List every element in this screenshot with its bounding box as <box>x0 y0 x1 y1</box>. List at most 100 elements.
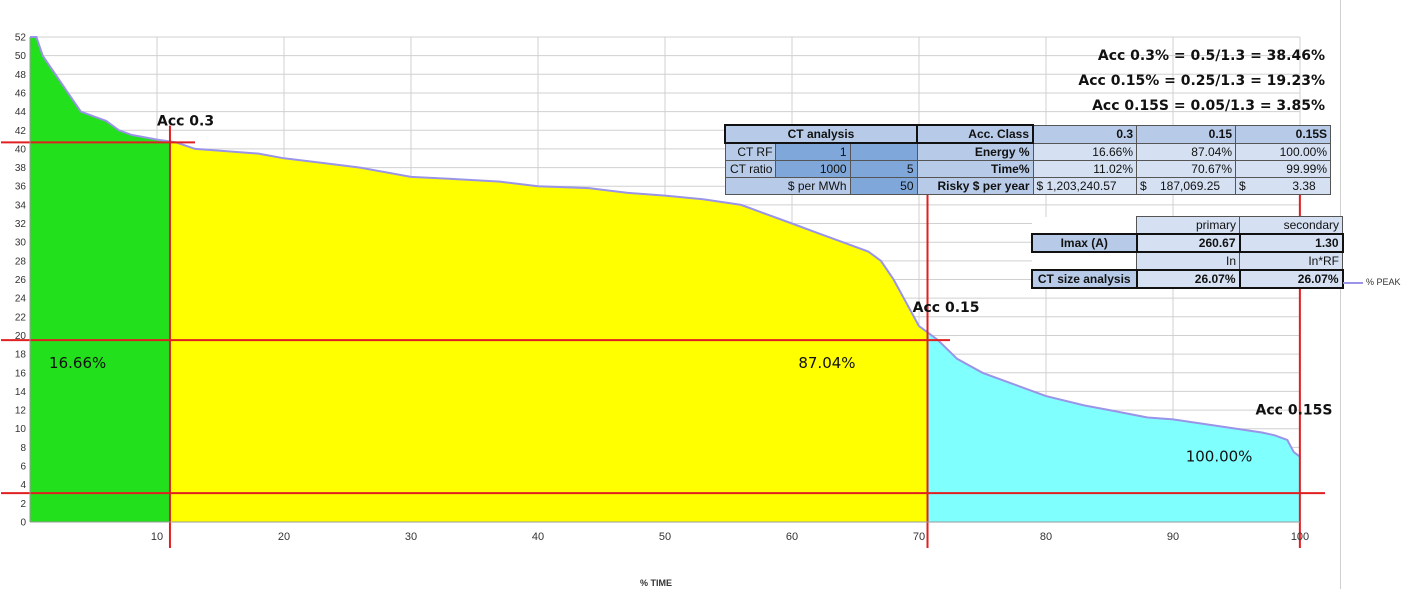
energy-label: Energy % <box>916 142 1034 161</box>
energy-0-15: 87.04% <box>1136 142 1236 161</box>
ct-size-secondary: 26.07% <box>1238 269 1344 289</box>
energy-label: 87.04% <box>798 354 855 372</box>
x-tick-label: 40 <box>532 531 544 543</box>
x-tick-label: 30 <box>405 531 417 543</box>
y-tick-label: 48 <box>15 70 27 81</box>
region-label: Acc 0.15S <box>1256 403 1333 419</box>
y-tick-label: 16 <box>15 368 27 379</box>
region-label: Acc 0.15 <box>913 300 980 316</box>
area-region <box>169 141 928 522</box>
y-tick-label: 0 <box>20 518 26 529</box>
y-tick-label: 30 <box>15 238 27 249</box>
y-tick-label: 28 <box>15 256 27 267</box>
energy-0-15s: 100.00% <box>1235 142 1331 161</box>
ct-analysis-header: CT analysis <box>724 124 918 144</box>
y-tick-label: 46 <box>15 88 27 99</box>
y-tick-label: 18 <box>15 350 27 361</box>
region-label: Acc 0.3 <box>157 114 214 130</box>
y-tick-label: 50 <box>15 51 27 62</box>
y-tick-label: 42 <box>15 126 27 137</box>
blank-cell <box>1032 216 1137 234</box>
table-row: CT ratio 1000 5 Time% 11.02% 70.67% 99.9… <box>724 160 1331 178</box>
y-tick-label: 32 <box>15 219 27 230</box>
risky-0-15: $ 187,069.25 <box>1136 177 1236 195</box>
blank-cell <box>1032 252 1137 270</box>
inrf-label: In*RF <box>1239 251 1343 271</box>
imax-label: Imax (A) <box>1031 233 1138 253</box>
energy-label: 100.00% <box>1186 447 1253 465</box>
table-row: CT RF 1 Energy % 16.66% 87.04% 100.00% <box>724 142 1331 161</box>
formula-acc-0-15s: Acc 0.15S = 0.05/1.3 = 3.85% <box>1092 98 1325 114</box>
acc-class-0-15s: 0.15S <box>1235 124 1331 144</box>
y-tick-label: 40 <box>15 144 27 155</box>
energy-label: 16.66% <box>49 354 106 372</box>
energy-0-3: 16.66% <box>1032 142 1137 161</box>
y-tick-label: 6 <box>20 462 26 473</box>
y-tick-label: 26 <box>15 275 27 286</box>
ct-ratio-secondary-input[interactable]: 5 <box>849 160 918 178</box>
y-tick-label: 34 <box>15 200 27 211</box>
x-tick-label: 100 <box>1291 531 1309 543</box>
y-tick-label: 44 <box>15 107 27 118</box>
ct-ratio-primary-input[interactable]: 1000 <box>775 160 851 178</box>
x-tick-label: 50 <box>659 531 671 543</box>
x-tick-label: 80 <box>1040 531 1052 543</box>
time-0-3: 11.02% <box>1032 160 1137 178</box>
y-tick-label: 22 <box>15 312 27 323</box>
time-label: Time% <box>916 160 1034 178</box>
chart-legend: % PEAK <box>1343 277 1401 287</box>
ct-size-label: CT size analysis <box>1031 269 1138 289</box>
y-tick-label: 36 <box>15 182 27 193</box>
y-tick-label: 24 <box>15 294 27 305</box>
price-input[interactable]: 50 <box>849 177 918 195</box>
table-row: primary secondary <box>1032 216 1343 235</box>
area-region <box>30 37 170 522</box>
area-region <box>927 332 1300 522</box>
secondary-header: secondary <box>1239 216 1343 235</box>
time-0-15: 70.67% <box>1136 160 1236 178</box>
table-row: In In*RF <box>1032 251 1343 271</box>
risky-0-3: $ 1,203,240.57 <box>1032 177 1137 195</box>
ct-acc-table: CT analysis Acc. Class 0.3 0.15 0.15S CT… <box>724 124 1331 195</box>
in-label: In <box>1136 251 1240 271</box>
y-tick-label: 20 <box>15 331 27 342</box>
ct-rf-input[interactable]: 1 <box>775 142 851 161</box>
time-0-15s: 99.99% <box>1235 160 1331 178</box>
legend-label: % PEAK <box>1366 277 1401 287</box>
x-tick-label: 20 <box>278 531 290 543</box>
table-row: CT size analysis 26.07% 26.07% <box>1031 269 1344 289</box>
table-row: CT analysis Acc. Class 0.3 0.15 0.15S <box>724 124 1331 144</box>
risky-label: Risky $ per year <box>916 177 1034 195</box>
vertical-divider <box>1340 0 1341 589</box>
table-row: Imax (A) 260.67 1.30 <box>1031 233 1344 253</box>
y-tick-label: 8 <box>20 443 26 454</box>
imax-table: primary secondary Imax (A) 260.67 1.30 I… <box>1031 216 1344 289</box>
price-label: $ per MWh <box>724 177 851 195</box>
legend-swatch <box>1343 281 1363 284</box>
x-tick-label: 90 <box>1167 531 1179 543</box>
chart-reference-lines <box>1 125 1325 548</box>
acc-class-0-3: 0.3 <box>1032 124 1137 144</box>
series-line <box>30 36 1301 458</box>
chart-area-fills <box>30 37 1300 522</box>
ct-rf-empty[interactable] <box>849 142 918 161</box>
y-tick-label: 38 <box>15 163 27 174</box>
ct-size-primary: 26.07% <box>1135 269 1241 289</box>
y-tick-label: 12 <box>15 406 27 417</box>
y-tick-label: 14 <box>15 387 27 398</box>
x-tick-label: 10 <box>151 531 163 543</box>
y-tick-label: 4 <box>20 480 26 491</box>
formula-acc-0-15: Acc 0.15% = 0.25/1.3 = 19.23% <box>1078 73 1325 89</box>
ct-rf-label: CT RF <box>724 142 777 161</box>
acc-class-0-15: 0.15 <box>1136 124 1236 144</box>
y-tick-label: 10 <box>15 424 27 435</box>
formula-acc-0-3: Acc 0.3% = 0.5/1.3 = 38.46% <box>1097 48 1325 64</box>
primary-header: primary <box>1136 216 1240 235</box>
chart-axes: 0246810121416182022242628303234363840424… <box>15 33 1309 544</box>
x-tick-label: 70 <box>913 531 925 543</box>
ct-ratio-label: CT ratio <box>724 160 777 178</box>
imax-secondary: 1.30 <box>1238 233 1344 253</box>
y-tick-label: 52 <box>15 33 27 44</box>
